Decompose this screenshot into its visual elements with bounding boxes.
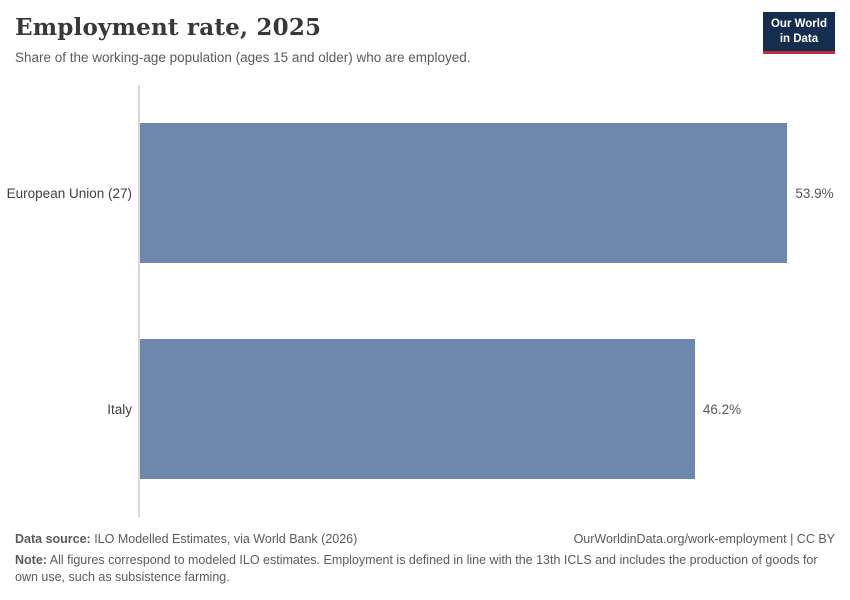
footer-link[interactable]: OurWorldinData.org/work-employment | CC … xyxy=(573,532,835,546)
owid-logo-line1: Our World xyxy=(770,18,827,30)
datasource-text: ILO Modelled Estimates, via World Bank (… xyxy=(90,532,358,546)
category-label[interactable]: European Union (27) xyxy=(6,185,132,201)
page-subtitle: Share of the working-age population (age… xyxy=(15,50,471,65)
page-title: Employment rate, 2025 xyxy=(15,14,322,41)
owid-logo[interactable]: Our World in Data xyxy=(762,12,835,54)
note-text: All figures correspond to modeled ILO es… xyxy=(15,553,818,584)
note-line: Note: All figures correspond to modeled … xyxy=(15,552,835,586)
bar-row: Italy 46.2% xyxy=(0,301,850,517)
bar-chart: European Union (27) 53.9% Italy 46.2% xyxy=(0,85,850,517)
bars-container: European Union (27) 53.9% Italy 46.2% xyxy=(0,85,850,517)
datasource-line: Data source: ILO Modelled Estimates, via… xyxy=(15,532,357,546)
bar-row: European Union (27) 53.9% xyxy=(0,85,850,301)
bar[interactable] xyxy=(139,123,788,263)
y-axis-line xyxy=(138,85,140,517)
note-label: Note: xyxy=(15,553,47,567)
category-label[interactable]: Italy xyxy=(107,401,132,417)
value-label: 46.2% xyxy=(702,401,742,417)
bar[interactable] xyxy=(139,339,695,479)
header: Employment rate, 2025 Share of the worki… xyxy=(15,12,835,65)
owid-logo-line2: in Data xyxy=(779,32,819,45)
footer-row: Data source: ILO Modelled Estimates, via… xyxy=(15,532,835,546)
value-label: 53.9% xyxy=(795,185,834,201)
footer: Data source: ILO Modelled Estimates, via… xyxy=(15,532,835,586)
datasource-label: Data source: xyxy=(15,532,91,546)
